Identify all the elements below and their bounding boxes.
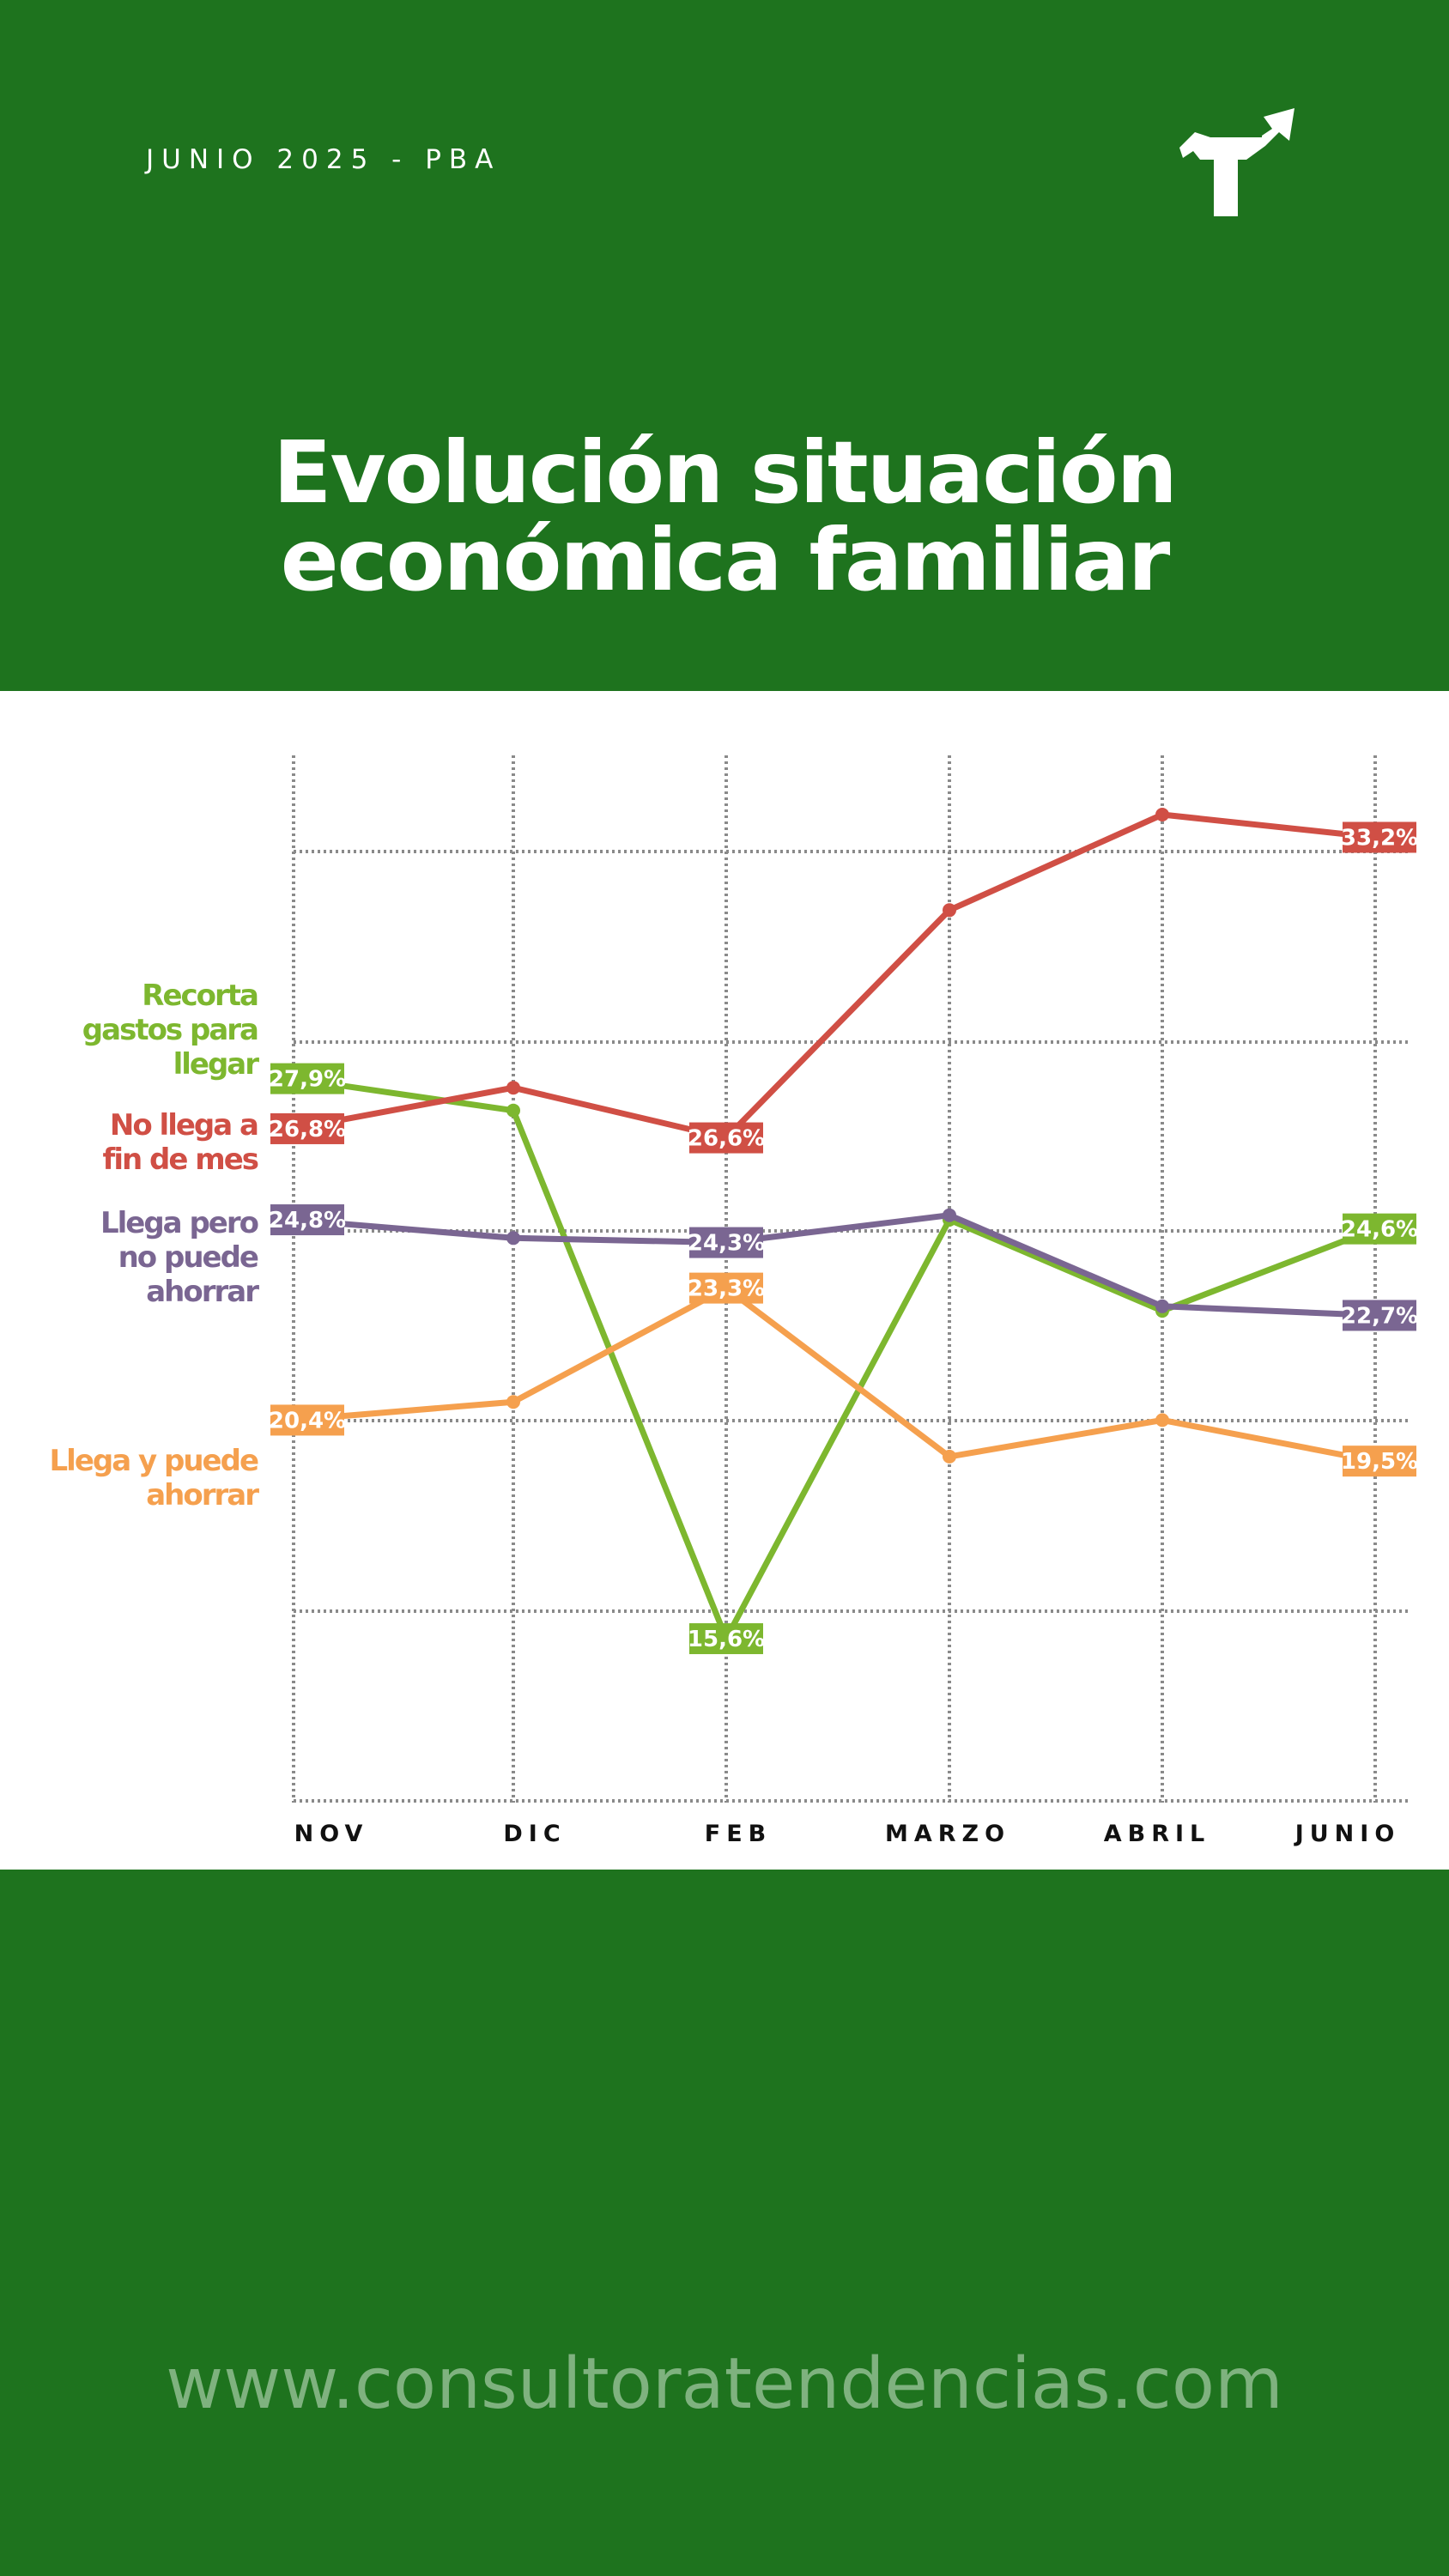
data-label-box bbox=[270, 1404, 344, 1436]
x-tick-label: DIC bbox=[503, 1821, 566, 1847]
data-label: 27,9% bbox=[269, 1067, 346, 1093]
line-chart: NOV DIC FEB MARZO ABRIL JUNIO 27,9% 15,6% 24,6% 2… bbox=[269, 755, 1418, 1847]
data-label: 26,6% bbox=[688, 1126, 765, 1152]
series-line bbox=[290, 1076, 1379, 1642]
data-label-box bbox=[270, 1204, 344, 1236]
series-label-line: llegar bbox=[173, 1047, 259, 1082]
series-label-line: Recorta bbox=[142, 979, 259, 1013]
data-label-box bbox=[270, 1063, 344, 1094]
footer-url: www.consultoratendencias.com bbox=[166, 2343, 1283, 2425]
data-label-box bbox=[689, 1272, 763, 1304]
data-label: 26,8% bbox=[269, 1117, 346, 1143]
data-label-box bbox=[270, 1112, 344, 1144]
data-label-box bbox=[1343, 1446, 1416, 1477]
data-point bbox=[506, 1395, 520, 1409]
series-label-line: Llega pero bbox=[100, 1206, 259, 1240]
x-tick-label: MARZO bbox=[885, 1821, 1010, 1847]
series-label-line: No llega a bbox=[109, 1108, 259, 1143]
series-label-no-llega: No llega a fin de mes bbox=[102, 1108, 259, 1177]
title-line-1: Evolución situación bbox=[273, 422, 1178, 523]
data-point bbox=[1155, 1299, 1169, 1313]
data-label: 20,4% bbox=[269, 1408, 346, 1433]
x-tick-label: FEB bbox=[705, 1821, 772, 1847]
data-point bbox=[943, 903, 956, 918]
series-label-line: fin de mes bbox=[102, 1143, 259, 1177]
data-point bbox=[1155, 1413, 1169, 1427]
series-label-line: gastos para bbox=[82, 1013, 259, 1047]
data-label-box bbox=[1343, 1300, 1416, 1331]
series-line bbox=[290, 811, 1379, 1142]
page-title: Evolución situación económica familiar bbox=[0, 429, 1449, 604]
data-label: 24,6% bbox=[1341, 1217, 1418, 1243]
data-label: 24,8% bbox=[269, 1208, 346, 1233]
data-label-box bbox=[689, 1122, 763, 1154]
data-label-box bbox=[689, 1227, 763, 1258]
series-line bbox=[290, 1212, 1379, 1318]
data-label-box bbox=[1343, 1213, 1416, 1245]
title-line-2: económica familiar bbox=[280, 510, 1171, 610]
header-band bbox=[0, 0, 1449, 691]
data-point bbox=[506, 1231, 520, 1246]
data-label-box bbox=[1343, 821, 1416, 853]
series-label-llega-no-ahorra: Llega pero no puede ahorrar bbox=[100, 1206, 259, 1309]
data-label: 23,3% bbox=[688, 1276, 765, 1302]
series-label-line: ahorrar bbox=[146, 1478, 259, 1512]
chart-area: NOV DIC FEB MARZO ABRIL JUNIO 27,9% 15,6% 24,6% 2… bbox=[0, 691, 1449, 1870]
data-label: 15,6% bbox=[688, 1627, 765, 1652]
series-label-line: ahorrar bbox=[146, 1275, 259, 1309]
data-label-box bbox=[689, 1623, 763, 1655]
data-label: 24,3% bbox=[688, 1231, 765, 1257]
series-label-line: Llega y puede bbox=[49, 1444, 259, 1478]
series-line bbox=[290, 1285, 1379, 1464]
data-point bbox=[943, 1208, 956, 1222]
data-label: 22,7% bbox=[1341, 1303, 1418, 1329]
data-label: 19,5% bbox=[1341, 1449, 1418, 1475]
data-point bbox=[506, 1103, 520, 1118]
x-tick-label: ABRIL bbox=[1104, 1821, 1211, 1847]
data-point bbox=[1155, 808, 1169, 821]
data-point bbox=[506, 1081, 520, 1095]
series-label-line: no puede bbox=[118, 1240, 259, 1275]
x-tick-label: JUNIO bbox=[1294, 1821, 1401, 1847]
date-label: JUNIO 2025 - PBA bbox=[146, 144, 501, 175]
data-label: 33,2% bbox=[1341, 825, 1418, 851]
series-label-recorta: Recorta gastos para llegar bbox=[82, 979, 259, 1082]
arrow-turn-icon bbox=[1179, 108, 1294, 216]
x-tick-label: NOV bbox=[294, 1821, 369, 1847]
data-point bbox=[943, 1449, 956, 1464]
series-label-llega-ahorra: Llega y puede ahorrar bbox=[49, 1444, 259, 1512]
